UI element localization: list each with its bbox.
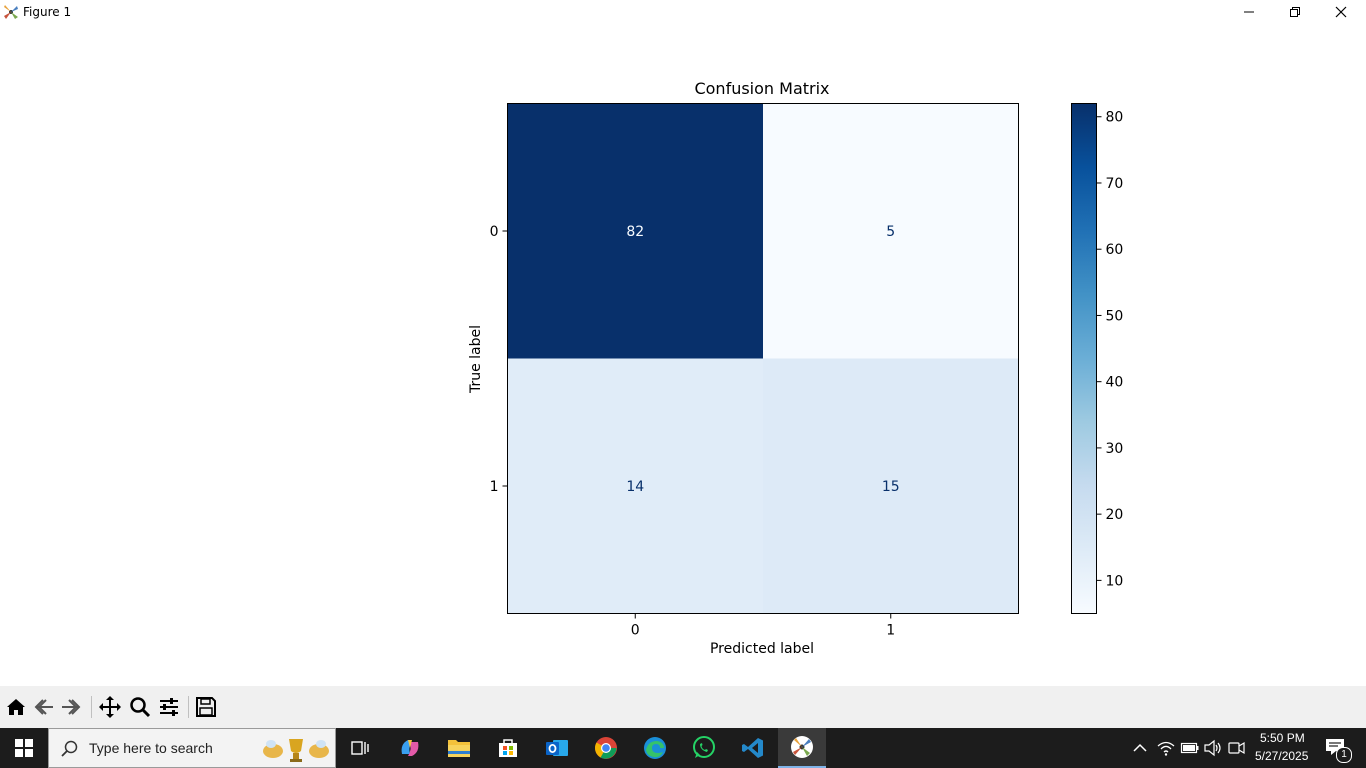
restore-icon: [1290, 7, 1300, 17]
close-button[interactable]: [1318, 0, 1364, 24]
navigation-toolbar: [0, 686, 1366, 728]
python-figure-icon: [791, 736, 813, 758]
colorbar-tick-label: 70: [1106, 176, 1124, 192]
colorbar: [1071, 103, 1097, 614]
battery-icon: [1180, 742, 1199, 754]
back-button[interactable]: [31, 694, 57, 720]
camera-status-button[interactable]: [1227, 738, 1247, 758]
y-axis-ticks: 01: [490, 224, 508, 495]
colorbar-tick-label: 60: [1106, 242, 1124, 258]
y-axis-label: True label: [468, 325, 484, 394]
zoom-button[interactable]: [127, 694, 153, 720]
back-icon: [34, 699, 53, 715]
battery-button[interactable]: [1180, 738, 1200, 758]
whatsapp-icon: [693, 736, 715, 758]
whatsapp-button[interactable]: [680, 728, 728, 768]
home-icon: [7, 699, 25, 715]
clock-date[interactable]: 5/27/2025: [1255, 749, 1309, 763]
colorbar-tick-label: 30: [1106, 441, 1124, 457]
window-title-bar: Figure 1: [0, 0, 1366, 24]
matrix-cell: [763, 358, 1019, 614]
search-icon: [61, 740, 78, 757]
start-button[interactable]: [0, 728, 48, 768]
minimize-button[interactable]: [1226, 0, 1272, 24]
toolbar-separator: [91, 696, 92, 718]
file-explorer-icon: [448, 740, 470, 757]
microsoft-store-icon: [499, 739, 517, 757]
edge-button[interactable]: [631, 728, 679, 768]
cell-value-label: 14: [626, 479, 644, 495]
copilot-icon: [401, 740, 419, 756]
close-icon: [1335, 6, 1347, 18]
configure-subplots-icon: [160, 698, 178, 716]
windows-taskbar: Type here to search: [0, 728, 1366, 768]
matrix-cells: [507, 103, 1019, 614]
search-highlight-bees-icon: [263, 739, 329, 762]
volume-button[interactable]: [1203, 738, 1223, 758]
colorbar-tick-label: 50: [1106, 308, 1124, 324]
camera-icon: [1228, 741, 1245, 755]
forward-icon: [62, 699, 81, 715]
matrix-cell: [507, 103, 764, 359]
matrix-cell: [507, 358, 764, 614]
wifi-icon: [1157, 741, 1175, 756]
clock-time[interactable]: 5:50 PM: [1260, 731, 1305, 745]
colorbar-tick-label: 80: [1106, 110, 1124, 126]
window-title: Figure 1: [23, 5, 72, 19]
outlook-icon: [546, 740, 568, 756]
windows-logo-icon: [15, 739, 33, 757]
vscode-icon: [742, 738, 763, 758]
axes-frame: [507, 103, 1019, 614]
x-axis-label: Predicted label: [710, 641, 814, 657]
outlook-button[interactable]: [533, 728, 581, 768]
save-button[interactable]: [193, 694, 219, 720]
y-tick-label: 0: [490, 224, 499, 240]
task-view-button[interactable]: [336, 728, 384, 768]
matrix-cell: [763, 103, 1019, 359]
home-button[interactable]: [3, 694, 29, 720]
cell-annotations: 82 5 14 15: [626, 224, 899, 495]
colorbar-tick-label: 40: [1106, 375, 1124, 391]
x-tick-label: 1: [886, 623, 895, 639]
microsoft-store-button[interactable]: [484, 728, 532, 768]
save-icon: [196, 697, 216, 717]
cell-value-label: 5: [886, 224, 895, 240]
chrome-button[interactable]: [582, 728, 630, 768]
toolbar-separator: [188, 696, 189, 718]
edge-icon: [644, 737, 666, 759]
chevron-up-icon: [1133, 743, 1147, 752]
cell-value-label: 15: [882, 479, 900, 495]
chrome-icon: [595, 737, 617, 759]
file-explorer-button[interactable]: [435, 728, 483, 768]
matplotlib-app-icon: [4, 5, 18, 19]
colorbar-tick-label: 20: [1106, 507, 1124, 523]
x-tick-label: 0: [631, 623, 640, 639]
minimize-icon: [1244, 11, 1254, 13]
colorbar-tick-label: 10: [1106, 573, 1124, 589]
notification-center-button[interactable]: 1: [1322, 736, 1352, 763]
zoom-icon: [130, 697, 151, 718]
network-button[interactable]: [1156, 738, 1176, 758]
restore-button[interactable]: [1272, 0, 1318, 24]
chart-title: Confusion Matrix: [694, 79, 829, 98]
vscode-button[interactable]: [729, 728, 777, 768]
notification-count-badge: 1: [1336, 747, 1352, 763]
copilot-button[interactable]: [386, 728, 434, 768]
forward-button[interactable]: [58, 694, 84, 720]
cell-value-label: 82: [626, 224, 644, 240]
python-figure-button[interactable]: [778, 728, 826, 768]
configure-subplots-button[interactable]: [156, 694, 182, 720]
show-hidden-icons-button[interactable]: [1130, 738, 1150, 758]
y-tick-label: 1: [490, 479, 499, 495]
search-placeholder: Type here to search: [89, 740, 213, 756]
colorbar-ticks: 10 20 30 40 50 60 70 80: [1096, 110, 1124, 589]
volume-icon: [1204, 739, 1221, 757]
pan-button[interactable]: [97, 694, 123, 720]
task-view-icon: [351, 741, 369, 755]
pan-icon: [99, 696, 121, 718]
taskbar-search-box[interactable]: Type here to search: [48, 728, 336, 768]
